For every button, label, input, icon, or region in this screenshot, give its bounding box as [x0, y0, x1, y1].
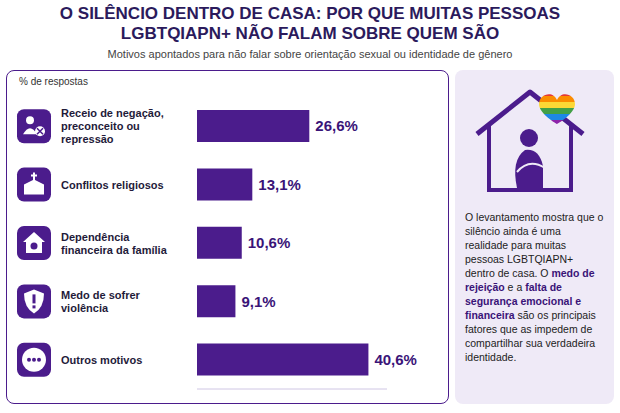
html-text:O SILÊNCIO DENTRO DE CASA: POR: O SILÊNCIO DENTRO DE CASA: POR QUE MUITA… [59, 4, 561, 43]
svg-text:10,6%: 10,6% [248, 234, 291, 251]
html-text:O levantamento mostra que o si: O levantamento mostra que o silêncio ain… [465, 211, 604, 363]
svg-text:9,1%: 9,1% [241, 293, 275, 310]
svg-text:Dependênciafinanceira da famíl: Dependênciafinanceira da família [61, 231, 168, 256]
svg-text:Conflitos religiosos: Conflitos religiosos [61, 179, 164, 191]
svg-text:Receio de negação,preconceito: Receio de negação,preconceito ourepressã… [61, 107, 164, 145]
html-text:Motivos apontados para não fal: Motivos apontados para não falar sobre o… [107, 48, 513, 60]
svg-text:26,6%: 26,6% [315, 117, 358, 134]
svg-text:13,1%: 13,1% [258, 176, 301, 193]
svg-text:40,6%: 40,6% [374, 351, 417, 368]
svg-text:Medo de sofrerviolência: Medo de sofrerviolência [61, 289, 141, 314]
svg-text:Outros motivos: Outros motivos [61, 354, 142, 366]
html-text:% de respostas: % de respostas [19, 76, 88, 87]
